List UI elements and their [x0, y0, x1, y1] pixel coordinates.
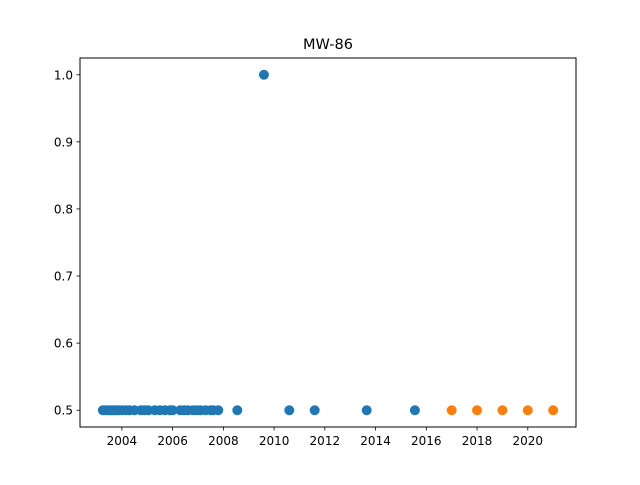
x-tick-label: 2020	[513, 434, 544, 448]
data-point-series-2	[522, 405, 533, 416]
x-tick-label: 2006	[157, 434, 188, 448]
data-point-series-1	[232, 405, 243, 416]
data-point-series-1	[409, 405, 420, 416]
data-point-series-1	[213, 405, 224, 416]
x-tick-label: 2018	[462, 434, 493, 448]
x-tick-label: 2010	[259, 434, 290, 448]
data-point-series-1	[167, 405, 178, 416]
x-tick-label: 2004	[107, 434, 138, 448]
data-point-series-2	[446, 405, 457, 416]
x-tick-label: 2012	[310, 434, 341, 448]
plot-frame	[79, 57, 577, 428]
y-tick-label: 0.6	[54, 337, 73, 351]
y-tick-label: 0.9	[54, 135, 73, 149]
data-point-series-1	[309, 405, 320, 416]
y-tick-label: 0.5	[54, 404, 73, 418]
y-tick-label: 1.0	[54, 68, 73, 82]
data-point-series-1	[258, 69, 269, 80]
y-tick-label: 0.8	[54, 202, 73, 216]
x-tick-label: 2016	[411, 434, 442, 448]
x-tick-label: 2014	[360, 434, 391, 448]
data-point-series-2	[548, 405, 559, 416]
data-point-series-2	[472, 405, 483, 416]
data-point-series-2	[497, 405, 508, 416]
x-tick-label: 2008	[208, 434, 239, 448]
data-point-series-1	[284, 405, 295, 416]
points-layer	[97, 69, 559, 416]
ticks-layer: 2004 2006 2008 2010 2012 2014 2016 2018 2020 0.5 0…	[54, 68, 543, 448]
y-tick-label: 0.7	[54, 270, 73, 284]
chart-title: MW-86	[303, 37, 353, 53]
data-point-series-1	[361, 405, 372, 416]
